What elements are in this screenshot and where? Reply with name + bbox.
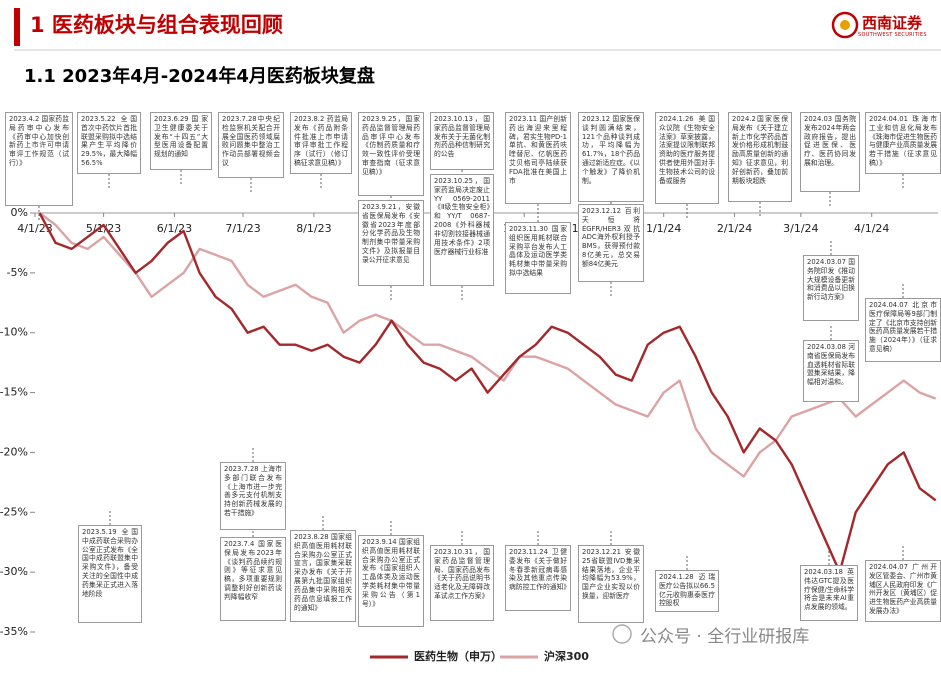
annotation-box: 2023.9.25，国家药品监督管理局药品审评中心发布《仿制药质量和疗效一致性评… [358,112,424,196]
x-tick-label: 4/1/24 [854,222,889,235]
annotation-box: 2023.7.4 国家医保局发布2023年《谈判药品续约规则》等征求意见稿，多项… [220,537,286,621]
annotation-box: 2023.6.29国家卫生健康委关于发布“十四五”大型医用设备配置规划的通知 [150,112,212,170]
y-tick-label: -5% [7,266,28,279]
annotation-box: 2024.2国家医保局发布《关于建立新上市化学药品首发价格形成机制鼓励高质量创新… [728,112,792,202]
page-title: 1 医药板块与组合表现回顾 [30,13,283,37]
y-tick-label: 0% [11,206,28,219]
annotation-box: 2023.8.28 国家组织高值医用耗材联合采购办公室正式宣言，国家集采联采办发… [290,530,356,622]
y-tick-label: -25% [0,505,28,518]
annotation-box: 2023.7.28 上海市多部门联合发布《上海市进一步完善多元支付机制支持创新药… [220,462,286,530]
annotation-box: 2023.5.22 全国首次中药饮片首批联盟采购拟中选结果产生平均降价29.5%… [77,112,141,174]
y-tick-label: -35% [0,625,28,638]
series-line [38,212,937,574]
annotation-box: 2023.9.21，安徽省医保局发布《安徽省2023年度部分化学药品及生物制剂集… [358,200,424,286]
annotation-box: 2023.5.19 全国中成药联合采购办公室正式发布《全国中成药联盟集中采购文件… [78,525,142,623]
logo-text: 西南证券 [862,14,923,32]
annotation-box: 2024.03.08 河南省医保局发布血透耗材省际联盟集采结果，降幅相对温和。 [803,340,859,402]
watermark: 公众号 · 全行业研报库 [640,627,810,647]
annotation-box: 2024.03 国务院发布2024年两会政府报告，提出促进医保、医疗、医药协同发… [800,112,860,192]
x-tick-label: 1/1/24 [646,222,681,235]
annotation-box: 2023.11.24 卫健委发布《关于做好冬春季新冠病毒感染及其他重点传染病防控… [505,545,571,611]
annotation-box: 2023.10.31，国家药品监督管理局、国家药品发布《关于药品说明书适老化及无… [430,545,494,621]
annotation-box: 2023.10.13，国家药品监督管理局发布关于无菌化制剂药品种信制研究的公告 [430,112,494,170]
annotation-box: 2023.9.14 国家组织高值医用耗材联合采购办公室正式发布《国家组织人工晶体… [358,535,424,627]
x-tick-label: 6/1/23 [157,222,192,235]
annotation-box: 2024.04.01 珠海市工业和信息化局发布《珠海市促进生物医药与健康产业高质… [865,112,941,174]
annotation-box: 2023.11.30 国家组织医用耗材联合采购平台发布人工晶体及运动医学类耗材集… [505,222,571,294]
annotation-box: 2023.4.2 国家药监局药审中心发布《药审中心加快创新药上市许可申请审评工作… [5,112,73,206]
legend-label: 医药生物（申万） [414,649,502,663]
annotation-box: 2023.10.25，国家药监局决定废止YY 0569-2011《Ⅱ级生物安全柜… [430,174,494,286]
annotation-box: 2023.8.2 药监局发布《药品附条件批准上市申请审评审批工作程序（试行）（修… [290,112,352,174]
x-tick-label: 7/1/23 [225,222,260,235]
logo-en: SOUTHWEST SECURITIES [858,32,927,38]
legend-label: 沪深300 [544,649,589,663]
series-line [38,212,937,478]
annotation-box: 2024.04.07 北京市医疗保障局等9部门制定了《北京市支持创新医药高质量发… [865,298,941,362]
title-bar [14,8,20,46]
annotation-box: 2023.12 国家医保谈判圆满结束，121个品种谈判成功，平均降幅为61.7%… [578,112,644,202]
y-tick-label: -10% [0,326,28,339]
annotation-box: 2023.12.12 百利天恒将EGFR/HER3双抗ADC海外权利授予BMS，… [578,204,644,282]
logo-icon-sun [840,20,850,30]
annotation-box: 2024.03.18 英伟达GTC提及医疗保健/生命科学将会是未来AI重点发展的… [800,565,858,621]
section-title: 1.1 2023年4月-2024年4月医药板块复盘 [24,66,375,87]
y-tick-label: -30% [0,565,28,578]
logo-icon [831,11,859,39]
annotation-box: 2023.12.21 安徽25省联盟IVD集采结果落地，企业平均降幅为53.9%… [578,545,644,623]
y-tick-label: -15% [0,386,28,399]
x-tick-label: 2/1/24 [717,222,752,235]
x-tick-label: 4/1/23 [17,222,52,235]
annotation-box: 2024.1.26 美国众议院《生物安全法案》草案披露，法案提议限制联邦资助的医… [655,112,719,204]
watermark-icon [612,624,632,644]
y-tick-label: -20% [0,445,28,458]
annotation-box: 2023.7.28中央纪检监察机关配合开展全国医药领域腐败问题集中整治工作动员部… [218,112,284,178]
annotation-box: 2023.11 国产创新药出海迎来里程碑，君实生物PD-1单抗、和黄医药呋喹替尼… [505,112,571,204]
x-tick-label: 3/1/24 [783,222,818,235]
annotation-box: 2024.04.07 广州开发区管委会、广州市黄埔区人民政府印发《广州开发区（黄… [865,560,941,622]
annotation-box: 2024.1.28 迈瑞医疗公告拟以66.5亿元收购惠泰医疗控股权 [655,570,719,612]
annotation-box: 2024.03.07 国务院印发《推动大规模设备更新和消费品以旧换新行动方案》 [803,255,859,321]
x-tick-label: 8/1/23 [296,222,331,235]
